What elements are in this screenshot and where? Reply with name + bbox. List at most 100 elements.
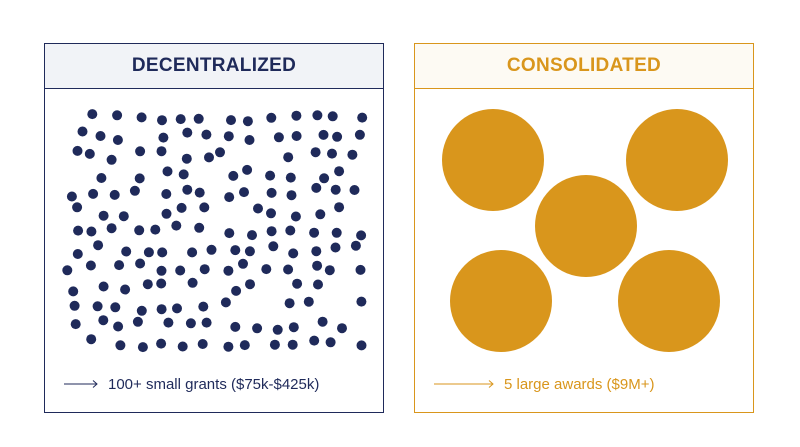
small-grant-dot	[288, 248, 299, 259]
small-grant-dot	[312, 260, 323, 271]
small-grant-dot	[120, 284, 131, 295]
small-grant-dot	[201, 317, 212, 328]
small-grant-dot	[266, 187, 277, 198]
small-grant-dot	[206, 244, 217, 255]
small-grant-dot	[132, 316, 143, 327]
small-grant-dot	[252, 323, 263, 334]
small-grant-dot	[98, 315, 109, 326]
small-grant-dot	[268, 241, 279, 252]
small-grant-dot	[88, 188, 99, 199]
small-grant-dot	[334, 166, 345, 177]
small-grant-dot	[337, 323, 347, 334]
small-grant-dot	[261, 264, 272, 275]
small-grant-dot	[197, 339, 208, 349]
small-grant-dot	[215, 147, 225, 158]
small-grant-dot	[266, 112, 277, 123]
small-grant-dot	[245, 279, 255, 290]
small-grant-dot	[303, 296, 314, 307]
small-grant-dot	[137, 342, 148, 353]
small-grant-dot	[72, 249, 83, 259]
small-grant-dot	[77, 126, 88, 137]
small-grant-dot	[106, 154, 117, 165]
arrow-right-icon	[434, 380, 494, 388]
small-grant-dot	[70, 319, 81, 330]
small-grant-dot	[317, 316, 328, 327]
small-grant-dot	[187, 277, 198, 288]
small-grant-dot	[175, 265, 186, 276]
small-grant-dot	[109, 189, 120, 200]
small-grant-dot	[242, 116, 253, 127]
small-grant-dot	[66, 191, 77, 202]
small-grant-dot	[171, 220, 182, 231]
small-grant-dot	[315, 209, 326, 220]
small-grant-dot	[272, 324, 283, 335]
small-grant-dot	[319, 173, 330, 184]
small-grant-dot	[324, 265, 335, 276]
small-grant-dot	[96, 173, 107, 183]
small-grant-dot	[290, 211, 301, 222]
small-grant-dot	[156, 265, 167, 276]
small-grant-dot	[112, 135, 123, 145]
small-grant-dot	[156, 278, 167, 289]
small-grant-dot	[291, 131, 302, 141]
small-grant-dot	[73, 225, 84, 236]
small-grant-dot	[143, 247, 154, 258]
small-grant-dot	[118, 211, 129, 222]
small-grant-dot	[310, 147, 321, 158]
small-grant-dot	[330, 184, 341, 195]
small-grant-dot	[226, 115, 236, 126]
small-grant-dot	[311, 182, 322, 193]
small-grant-dot	[309, 335, 320, 346]
small-grant-dot	[325, 337, 336, 348]
small-grant-dot	[86, 334, 97, 345]
small-grant-dot	[177, 341, 188, 352]
small-grant-dot	[327, 148, 337, 159]
small-grant-dot	[157, 247, 168, 258]
small-grant-dot	[230, 321, 241, 332]
small-grant-dot	[312, 110, 323, 121]
small-grant-dot	[350, 240, 361, 251]
small-grant-dot	[230, 245, 241, 256]
small-grant-dot	[355, 264, 366, 275]
small-grant-dot	[182, 184, 193, 195]
small-grant-dot	[115, 340, 126, 351]
consolidated-caption: 5 large awards ($9M+)	[504, 375, 655, 393]
small-grant-dot	[223, 131, 234, 142]
small-grant-dot	[113, 321, 124, 332]
decentralized-panel: DECENTRALIZED 100+ small grants ($75k-$4…	[44, 43, 384, 413]
decentralized-title: DECENTRALIZED	[45, 44, 383, 89]
small-grant-dot	[87, 109, 98, 120]
small-grant-dot	[224, 192, 235, 203]
small-grant-dot	[185, 318, 196, 329]
small-grant-dot	[286, 190, 297, 201]
small-grant-dot	[178, 169, 189, 180]
small-grant-dot	[231, 285, 242, 296]
small-grant-dot	[199, 264, 210, 275]
small-grant-dot	[242, 164, 253, 175]
small-grant-dot	[84, 148, 95, 159]
large-award-circle	[450, 250, 552, 352]
small-grant-dot	[223, 341, 234, 352]
small-grant-dot	[135, 258, 146, 269]
arrow-right-icon	[64, 380, 98, 388]
small-grant-dot	[266, 208, 276, 219]
small-grant-dot	[86, 226, 97, 237]
small-grant-dot	[273, 132, 284, 143]
small-grant-dot	[354, 129, 365, 140]
small-grant-dot	[182, 127, 193, 138]
small-grant-dot	[134, 173, 145, 184]
small-grants-dot-field	[62, 109, 368, 353]
small-grant-dot	[266, 226, 277, 237]
small-grant-dot	[357, 112, 368, 123]
decentralized-caption-row: 100+ small grants ($75k-$425k)	[64, 374, 319, 394]
small-grant-dot	[92, 301, 103, 312]
small-grant-dot	[68, 286, 79, 297]
small-grant-dot	[356, 296, 367, 307]
small-grant-dot	[176, 202, 187, 213]
small-grant-dot	[285, 225, 296, 236]
small-grant-dot	[114, 260, 125, 271]
large-award-circle	[618, 250, 720, 352]
small-grant-dot	[112, 110, 123, 121]
large-awards-circles	[442, 109, 728, 352]
small-grant-dot	[356, 340, 367, 351]
